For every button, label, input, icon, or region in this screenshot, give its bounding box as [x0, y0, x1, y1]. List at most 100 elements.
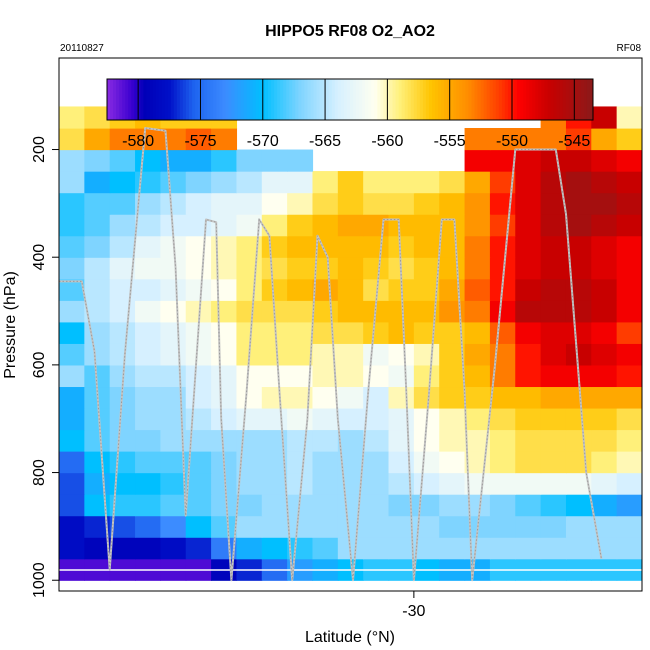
- heatmap-cell: [109, 300, 136, 323]
- heatmap-cell: [363, 235, 390, 258]
- colorbar-stripe: [213, 79, 217, 120]
- heatmap-cell: [109, 278, 136, 301]
- heatmap-cell: [464, 429, 491, 452]
- colorbar-stripe: [289, 79, 293, 120]
- heatmap-cell: [59, 515, 85, 538]
- heatmap-cell: [464, 257, 491, 280]
- colorbar-stripe: [538, 79, 542, 120]
- heatmap-cell: [211, 321, 238, 344]
- heatmap-cell: [135, 257, 161, 280]
- colorbar-stripe: [353, 79, 357, 120]
- heatmap-cell: [109, 235, 136, 258]
- colorbar-stripe: [410, 79, 415, 120]
- colorbar-stripe: [264, 79, 269, 120]
- heatmap-cell: [616, 171, 642, 194]
- heatmap-cell: [464, 149, 491, 172]
- heatmap-cell: [540, 127, 567, 151]
- colorbar-stripe: [477, 79, 482, 120]
- colorbar-stripe: [480, 79, 485, 120]
- heatmap-cell: [591, 407, 618, 431]
- colorbar-stripe: [252, 79, 257, 120]
- colorbar-stripe: [435, 79, 439, 120]
- colorbar-stripe: [392, 79, 397, 120]
- heatmap-cell: [211, 386, 238, 409]
- colorbar-stripe: [337, 79, 342, 120]
- heatmap-cell: [236, 494, 263, 517]
- heatmap-cell: [135, 321, 161, 344]
- heatmap-cell: [515, 300, 542, 323]
- heatmap-cell: [59, 149, 85, 172]
- heatmap-cell: [160, 171, 187, 194]
- heatmap-cell: [312, 214, 339, 237]
- colorbar-stripe: [544, 79, 548, 120]
- heatmap-cell: [388, 321, 415, 344]
- heatmap-cell: [464, 214, 491, 237]
- heatmap-cell: [287, 171, 314, 194]
- heatmap-cell: [109, 214, 136, 237]
- heatmap-cell: [287, 407, 314, 431]
- heatmap-cell: [363, 321, 390, 344]
- heatmap-cell: [464, 472, 491, 495]
- heatmap-cell: [59, 192, 85, 215]
- colorbar-stripe: [158, 79, 163, 120]
- heatmap-cell: [59, 386, 85, 409]
- heatmap-cell: [261, 192, 288, 215]
- heatmap-cell: [413, 214, 440, 237]
- colorbar-stripe: [192, 79, 196, 120]
- heatmap-cell: [236, 407, 263, 431]
- heatmap-cell: [236, 171, 263, 194]
- heatmap-cell: [160, 451, 187, 474]
- heatmap-cell: [59, 321, 85, 344]
- heatmap-cell: [515, 127, 542, 151]
- heatmap-cell: [439, 171, 466, 194]
- heatmap-cell: [439, 235, 466, 258]
- heatmap-cell: [515, 451, 542, 474]
- heatmap-cell: [160, 537, 187, 560]
- colorbar-stripe: [501, 79, 506, 120]
- heatmap-cell: [160, 278, 187, 301]
- heatmap-cell: [135, 149, 161, 172]
- heatmap-cell: [185, 537, 212, 560]
- heatmap-cell: [464, 278, 491, 301]
- heatmap-cell: [109, 472, 136, 495]
- heatmap-cell: [160, 515, 187, 538]
- heatmap-cell: [388, 386, 415, 409]
- heatmap-cell: [489, 127, 516, 151]
- heatmap-cell: [312, 407, 339, 431]
- colorbar-stripe: [526, 79, 530, 120]
- heatmap-cell: [337, 343, 364, 366]
- colorbar-stripe: [474, 79, 479, 120]
- heatmap-cell: [109, 257, 136, 280]
- colorbar-stripe: [231, 79, 236, 120]
- heatmap-cell: [540, 214, 567, 237]
- heatmap-cell: [160, 149, 187, 172]
- heatmap-cell: [84, 171, 111, 194]
- colorbar-stripe: [307, 79, 312, 120]
- heatmap-cell: [337, 235, 364, 258]
- heatmap-cell: [439, 407, 466, 431]
- heatmap-cell: [84, 257, 111, 280]
- heatmap-cell: [591, 214, 618, 237]
- heatmap-cell: [160, 343, 187, 366]
- colorbar-stripe: [225, 79, 229, 120]
- colorbar-tick-label: -570: [247, 133, 279, 150]
- colorbar-fill: [107, 79, 594, 120]
- colorbar-stripe: [362, 79, 366, 120]
- heatmap-cell: [565, 429, 592, 452]
- heatmap-cell: [236, 300, 263, 323]
- heatmap-cell: [59, 537, 85, 560]
- colorbar-stripe: [240, 79, 245, 120]
- heatmap-cell: [489, 407, 516, 431]
- heatmap-cell: [236, 149, 263, 172]
- y-tick-label: 400: [31, 244, 48, 271]
- heatmap-cell: [287, 515, 314, 538]
- colorbar-tick-label: -550: [496, 133, 528, 150]
- heatmap-cell: [185, 451, 212, 474]
- colorbar-stripe: [195, 79, 199, 120]
- heatmap-cell: [388, 235, 415, 258]
- heatmap-cell: [261, 537, 288, 560]
- heatmap-cell: [261, 429, 288, 452]
- colorbar-stripe: [140, 79, 144, 120]
- heatmap-cell: [489, 321, 516, 344]
- heatmap-cell: [540, 364, 567, 388]
